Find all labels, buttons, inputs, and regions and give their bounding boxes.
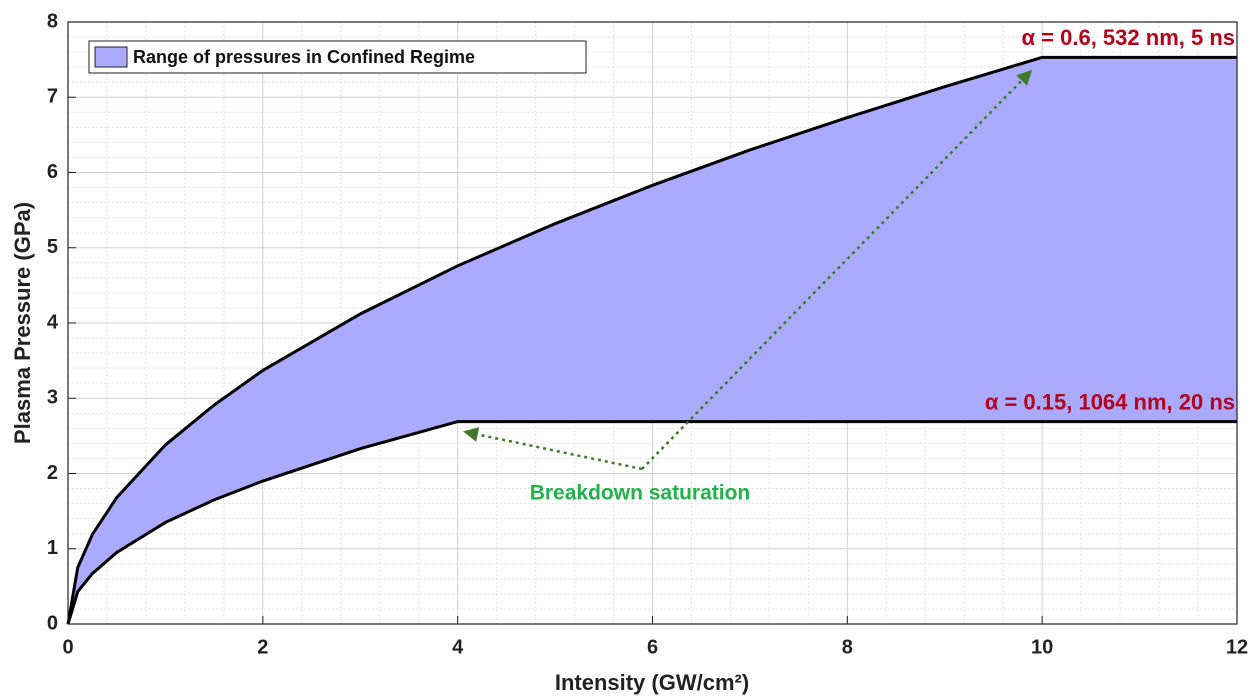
series-label: α = 0.6, 532 nm, 5 ns [1022,25,1235,50]
series-label: α = 0.15, 1064 nm, 20 ns [985,389,1235,414]
annotation-arrow [641,69,1033,470]
y-tick-label: 2 [47,462,58,484]
x-axis-label: Intensity (GW/cm²) [555,670,749,695]
legend-label: Range of pressures in Confined Regime [133,47,475,67]
y-tick-label: 1 [47,537,58,559]
y-tick-label: 3 [47,387,58,409]
x-tick-label: 10 [1031,636,1053,658]
x-tick-label: 4 [452,636,464,658]
fill-area [68,57,1237,625]
x-tick-label: 8 [842,636,853,658]
annotation-arrow [463,427,643,471]
x-tick-label: 6 [647,636,658,658]
annotation: Breakdown saturation [530,482,751,505]
y-axis-label: Plasma Pressure (GPa) [10,202,35,444]
legend-box [88,40,587,74]
x-tick-label: 2 [257,636,268,658]
line [66,55,1237,625]
y-tick-label: 6 [47,161,58,183]
x-tick-label: 0 [62,636,73,658]
x-tick-label: 12 [1226,636,1248,658]
line [66,420,1237,625]
y-tick-label: 8 [47,10,58,32]
y-tick-label: 0 [47,612,58,634]
y-tick-label: 5 [47,236,58,258]
legend-swatch [94,46,128,68]
y-tick-label: 7 [47,86,58,108]
y-tick-label: 4 [47,311,59,333]
plot-frame [67,21,1238,625]
